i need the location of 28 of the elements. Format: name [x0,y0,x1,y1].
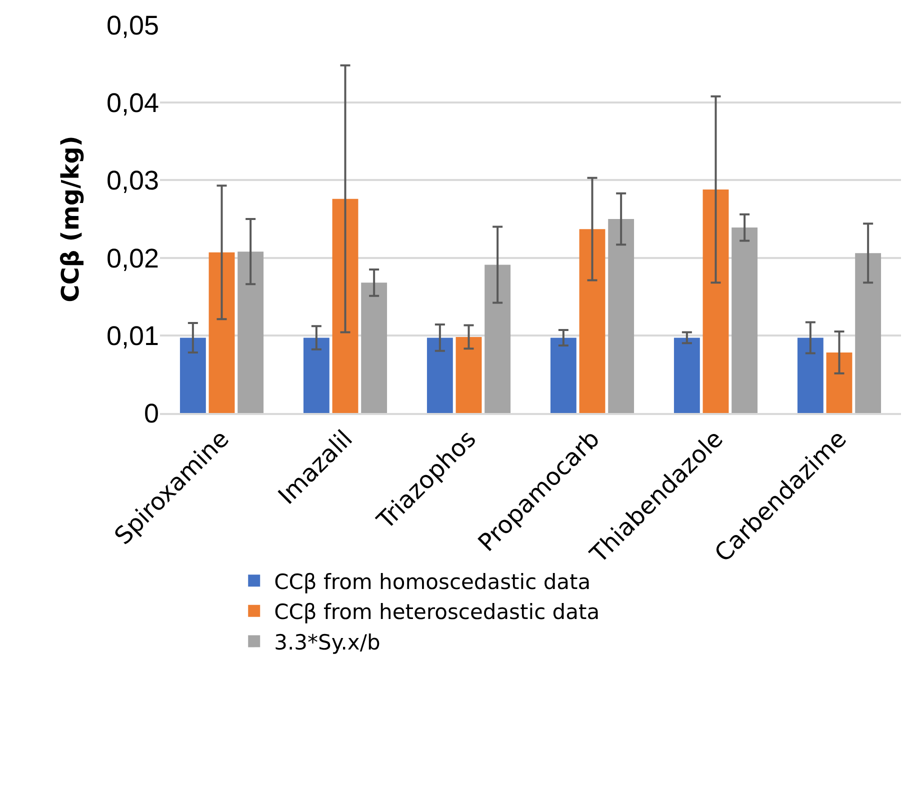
y-tick-label: 0 [144,398,159,428]
legend-label: CCβ from homoscedastic data [274,570,591,594]
y-tick-label: 0,02 [106,243,159,274]
bar [550,338,576,413]
y-tick-label: 0,03 [106,166,159,196]
bar [484,264,511,413]
bar [702,190,729,413]
bar [361,282,388,413]
bar [674,338,700,413]
legend-label: 3.3*Sy.x/b [274,630,380,654]
y-tick-label: 0,04 [106,88,159,118]
legend-label: CCβ from heteroscedastic data [274,600,600,624]
bar [608,219,634,413]
y-axis-title: CCβ (mg/kg) [56,136,85,302]
bar [826,352,852,413]
bar [855,253,882,413]
bar [732,228,758,413]
y-tick-label: 0,01 [106,320,159,351]
bar [238,252,264,413]
bar [456,336,482,413]
bar [426,338,453,413]
bar [180,338,206,413]
bar [579,229,606,413]
bar [303,338,330,413]
bar [332,198,358,413]
bar [797,338,824,413]
y-tick-label: 0,05 [106,10,159,40]
bar [208,252,235,413]
